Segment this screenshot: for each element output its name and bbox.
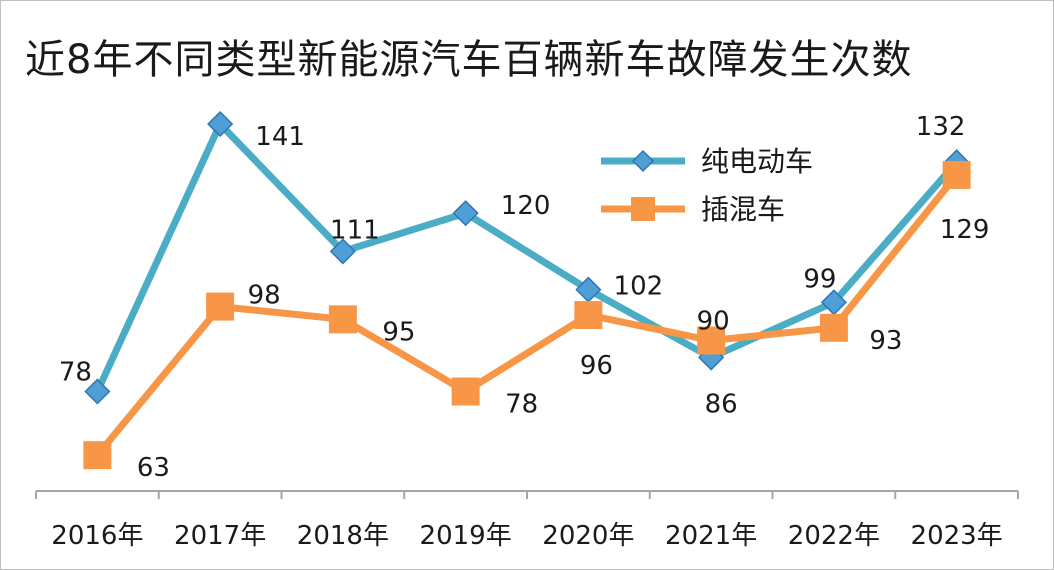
data-label: 132 xyxy=(916,112,966,142)
data-label: 141 xyxy=(255,122,305,152)
legend-label: 纯电动车 xyxy=(701,145,813,178)
data-point-diamond xyxy=(207,110,234,138)
data-label: 95 xyxy=(382,317,415,347)
data-point-diamond xyxy=(84,378,111,405)
data-point-square xyxy=(819,313,848,342)
x-tick-label: 2020年 xyxy=(542,521,634,551)
x-tick-label: 2023年 xyxy=(911,521,1003,551)
data-point-square xyxy=(942,160,971,189)
data-label: 90 xyxy=(697,307,730,337)
series-line-1 xyxy=(94,172,960,458)
data-label: 111 xyxy=(330,215,380,245)
data-label: 78 xyxy=(59,358,92,388)
x-tick-label: 2022年 xyxy=(788,521,880,551)
data-label: 86 xyxy=(705,390,738,420)
data-label: 129 xyxy=(940,215,990,245)
data-point-square xyxy=(697,326,726,355)
x-tick-label: 2019年 xyxy=(420,521,512,551)
x-tick-label: 2018年 xyxy=(297,521,389,551)
data-label: 96 xyxy=(580,351,613,381)
chart-title: 近8年不同类型新能源汽车百辆新车故障发生次数 xyxy=(25,37,913,83)
data-label: 63 xyxy=(137,453,170,483)
data-label: 98 xyxy=(248,281,281,311)
x-tick-label: 2016年 xyxy=(51,521,143,551)
legend-marker-square xyxy=(631,197,655,221)
x-tick-label: 2021年 xyxy=(665,521,757,551)
series-line-0 xyxy=(94,117,960,393)
legend-label: 插混车 xyxy=(701,193,785,226)
data-label: 102 xyxy=(614,272,664,302)
data-label: 93 xyxy=(869,326,902,356)
data-point-square xyxy=(451,377,480,406)
data-label: 78 xyxy=(505,390,538,420)
data-point-square xyxy=(206,292,235,321)
data-point-square xyxy=(83,441,112,470)
data-point-diamond xyxy=(329,238,356,265)
data-point-square xyxy=(574,301,603,330)
legend-marker-diamond xyxy=(631,149,655,173)
data-point-diamond xyxy=(452,200,479,227)
x-tick-label: 2017年 xyxy=(174,521,266,551)
data-point-square xyxy=(328,305,357,334)
data-label: 120 xyxy=(501,191,551,221)
data-label: 99 xyxy=(803,264,836,294)
